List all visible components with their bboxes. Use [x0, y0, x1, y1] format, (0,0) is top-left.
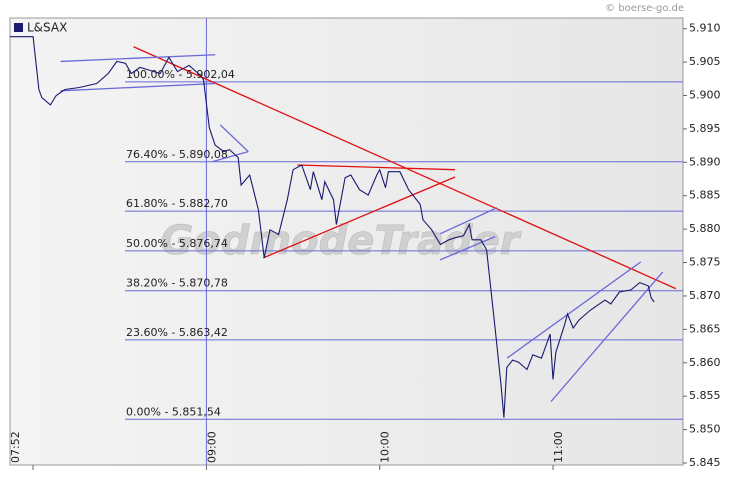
trendline — [60, 54, 216, 63]
y-tick-label: 5.860 — [689, 356, 721, 369]
source: © boerse-go.de — [605, 3, 684, 14]
legend-label: L&SAX — [27, 21, 67, 35]
legend-swatch — [14, 23, 23, 32]
fib-label: 61.80% - 5.882,70 — [126, 197, 228, 210]
trendline — [219, 124, 249, 153]
y-tick-label: 5.905 — [689, 55, 721, 68]
y-tick-label: 5.875 — [689, 256, 721, 269]
trendline — [297, 164, 456, 171]
x-tick-label: 09:00 — [205, 431, 218, 463]
fib-label: 38.20% - 5.870,78 — [126, 277, 228, 290]
x-tick-label: 10:00 — [379, 431, 392, 463]
y-tick-label: 5.890 — [689, 155, 721, 168]
price-line — [10, 36, 655, 418]
trendline — [60, 82, 216, 92]
fib-label: 50.00% - 5.876,74 — [126, 237, 228, 250]
y-tick-label: 5.895 — [689, 122, 721, 135]
y-tick-label: 5.910 — [689, 22, 721, 35]
y-tick-label: 5.850 — [689, 423, 721, 436]
x-tick-label: 11:00 — [552, 431, 565, 463]
y-tick-label: 5.845 — [689, 456, 721, 469]
trendline — [439, 235, 496, 261]
trendline — [439, 207, 498, 235]
fib-label: 23.60% - 5.863,42 — [126, 326, 228, 339]
y-tick-label: 5.885 — [689, 189, 721, 202]
y-tick-label: 5.855 — [689, 389, 721, 402]
fib-label: 76.40% - 5.890,08 — [126, 148, 228, 161]
x-tick-label: 07:52 — [9, 431, 22, 463]
trendline — [550, 271, 664, 402]
trendline — [506, 261, 642, 359]
y-tick-label: 5.865 — [689, 322, 721, 335]
trendline — [212, 151, 249, 163]
y-tick-label: 5.870 — [689, 289, 721, 302]
fib-label: 0.00% - 5.851,54 — [126, 405, 221, 418]
y-tick-label: 5.900 — [689, 89, 721, 102]
trendline — [263, 176, 456, 259]
y-tick-label: 5.880 — [689, 222, 721, 235]
